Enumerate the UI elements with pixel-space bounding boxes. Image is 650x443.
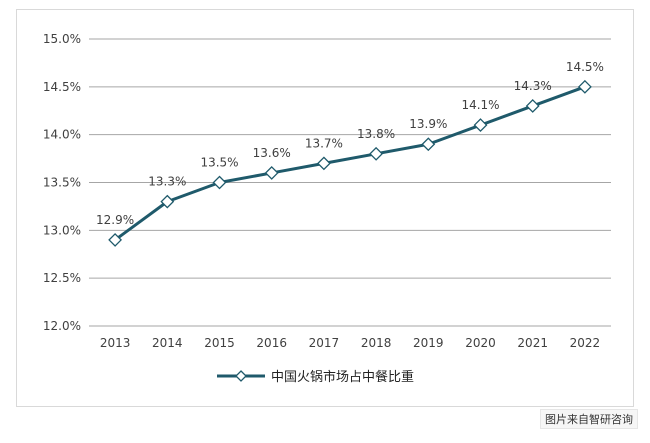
x-tick-label: 2021 bbox=[517, 336, 548, 350]
series-polyline bbox=[114, 85, 586, 242]
x-tick-label: 2015 bbox=[204, 336, 235, 350]
x-tick-label: 2013 bbox=[100, 336, 131, 350]
line-chart: 12.0% 12.5% 13.0% 13.5% 14.0% 14.5% 15.0% 2013… bbox=[43, 32, 611, 385]
y-tick-label: 14.0% bbox=[43, 128, 81, 142]
x-tick-label: 2020 bbox=[465, 336, 496, 350]
x-tick-label: 2019 bbox=[413, 336, 444, 350]
data-label: 12.9% bbox=[96, 213, 134, 227]
data-label: 14.5% bbox=[566, 60, 604, 74]
chart-frame: 12.0% 12.5% 13.0% 13.5% 14.0% 14.5% 15.0% 2013… bbox=[16, 9, 634, 407]
x-tick-label: 2016 bbox=[256, 336, 287, 350]
data-point-marker bbox=[421, 137, 436, 152]
data-point-marker bbox=[369, 146, 384, 161]
data-labels: 12.9% 13.3% 13.5% 13.6% 13.7% 13.8% 13.9% 14.1%… bbox=[96, 60, 604, 227]
data-label: 13.3% bbox=[148, 175, 186, 189]
data-label: 14.1% bbox=[461, 98, 499, 112]
x-axis-tick-labels: 2013 2014 2015 2016 2017 2018 2019 2020 2021 2022 bbox=[100, 336, 600, 350]
series-line bbox=[114, 85, 586, 242]
x-tick-label: 2014 bbox=[152, 336, 183, 350]
data-point-marker bbox=[473, 118, 488, 133]
y-tick-label: 12.0% bbox=[43, 319, 81, 333]
y-tick-label: 14.5% bbox=[43, 80, 81, 94]
y-axis-tick-labels: 12.0% 12.5% 13.0% 13.5% 14.0% 14.5% 15.0% bbox=[43, 32, 81, 333]
y-tick-label: 12.5% bbox=[43, 271, 81, 285]
legend-entry-label: 中国火锅市场占中餐比重 bbox=[271, 369, 414, 385]
x-tick-label: 2022 bbox=[570, 336, 601, 350]
data-point-marker bbox=[577, 79, 592, 94]
data-point-marker bbox=[108, 232, 123, 247]
data-point-marker bbox=[264, 166, 279, 180]
gridlines bbox=[89, 38, 611, 327]
data-label: 13.9% bbox=[409, 117, 447, 131]
legend-marker-swatch bbox=[235, 370, 247, 382]
series-markers bbox=[108, 79, 592, 247]
data-label: 13.8% bbox=[357, 127, 395, 141]
data-label: 14.3% bbox=[514, 79, 552, 93]
data-label: 13.5% bbox=[200, 156, 238, 170]
source-watermark: 图片来自智研咨询 bbox=[540, 409, 638, 429]
y-tick-label: 15.0% bbox=[43, 32, 81, 46]
x-tick-label: 2018 bbox=[361, 336, 392, 350]
data-point-marker bbox=[212, 175, 227, 190]
y-tick-label: 13.0% bbox=[43, 223, 81, 237]
data-label: 13.7% bbox=[305, 136, 343, 150]
legend: 中国火锅市场占中餐比重 bbox=[217, 369, 414, 385]
data-point-marker bbox=[525, 99, 540, 113]
x-tick-label: 2017 bbox=[309, 336, 340, 350]
data-label: 13.6% bbox=[253, 146, 291, 160]
y-tick-label: 13.5% bbox=[43, 176, 81, 190]
data-point-marker bbox=[316, 156, 331, 171]
data-point-marker bbox=[160, 194, 175, 209]
